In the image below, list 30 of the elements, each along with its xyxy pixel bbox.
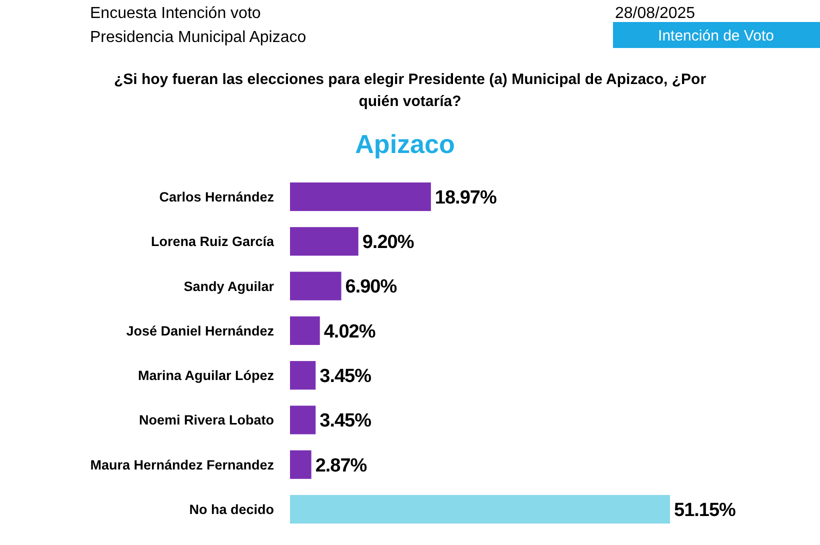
bar [290,494,670,524]
data-label: 9.20% [362,232,414,254]
text: 28/08/2025 [615,5,696,22]
chart-title: Apizaco [355,129,455,159]
y-tick-label: Marina Aguilar López [138,368,274,384]
data-label: 4.02% [324,321,376,342]
data-label: 18.97% [434,187,497,208]
bar [290,450,312,479]
text: Presidencia Municipal Apizaco [90,29,306,46]
data-label: 2.87% [315,455,368,476]
text: Encuesta Intención voto [90,5,261,22]
bar [290,182,431,212]
bar [290,227,358,256]
data-label: 51.15% [674,500,736,521]
y-tick-label: Sandy Aguilar [184,278,275,294]
y-tick-label: Carlos Hernández [159,189,274,204]
y-tick-label: José Daniel Hernández [126,323,274,338]
data-label: 6.90% [345,276,398,298]
bar [290,406,316,434]
bar [290,316,320,345]
data-label: 3.45% [320,410,372,432]
bar [290,272,342,300]
text: Intención de Voto [658,27,774,44]
chart-subtitle: ¿Si hoy fueran las elecciones para elegir Presidente (a) Municipal de Apizaco, ¿Por quién votaría? [114,71,706,110]
y-tick-label: Lorena Ruiz García [150,234,274,250]
y-tick-label: Noemi Rivera Lobato [138,412,274,428]
bar [290,361,316,390]
data-label: 3.45% [320,366,372,387]
y-tick-label: Maura Hernández Fernandez [90,457,274,472]
y-tick-label: No ha decido [189,502,274,517]
